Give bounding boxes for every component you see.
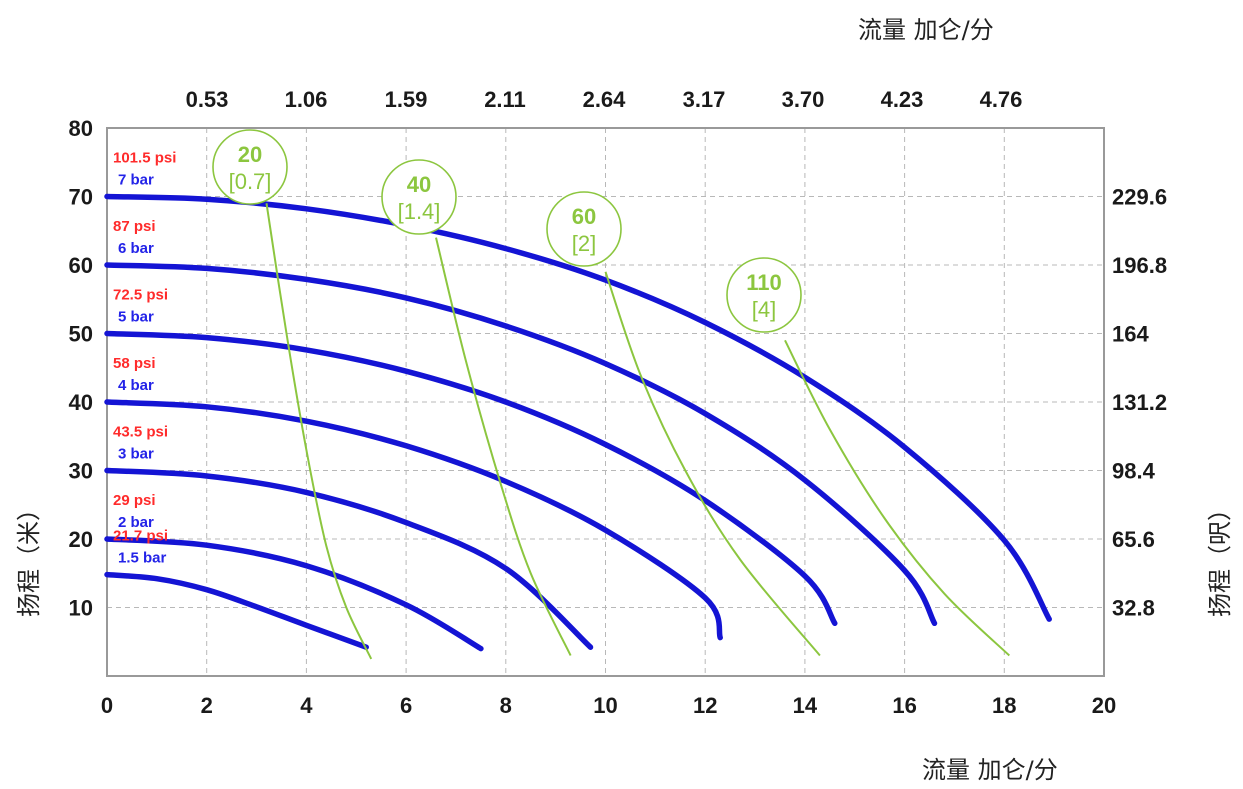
x-bottom-tick-label: 10	[593, 693, 617, 718]
bar-label: 6 bar	[118, 240, 154, 257]
air-consumption-m3: [2]	[572, 231, 596, 256]
x-bottom-tick-label: 2	[201, 693, 213, 718]
air-consumption-curve	[604, 271, 821, 657]
air-consumption-scfm: 40	[407, 172, 431, 197]
air-consumption-bubble	[381, 159, 457, 235]
x-bottom-tick-label: 16	[892, 693, 916, 718]
psi-label: 43.5 psi	[113, 424, 168, 441]
bar-label: 5 bar	[118, 309, 154, 326]
air-consumption-m3: [4]	[752, 297, 776, 322]
air-consumption-bubble	[546, 191, 622, 267]
air-consumption-curve	[435, 237, 572, 656]
y-left-tick-label: 40	[69, 390, 93, 415]
air-consumption-curve	[784, 339, 1010, 657]
pressure-curve	[104, 571, 369, 650]
y-left-tick-label: 70	[69, 185, 93, 210]
psi-label: 21.7 psi	[113, 528, 168, 545]
y-left-tick-label: 30	[69, 459, 93, 484]
y-right-ticks: 32.8 65.6 98.4 131.2 164 196.8 229.6	[1112, 185, 1167, 621]
y-left-axis-title: 扬程（米）	[15, 497, 43, 617]
pressure-curve	[104, 262, 938, 627]
x-top-tick-label: 3.17	[683, 87, 726, 112]
x-bottom-tick-label: 4	[300, 693, 313, 718]
y-right-tick-label: 65.6	[1112, 527, 1155, 552]
air-consumption-scfm: 110	[746, 270, 782, 295]
air-consumption-bubble	[212, 129, 288, 205]
grid-lines	[107, 128, 1104, 676]
y-left-tick-label: 60	[69, 253, 93, 278]
air-consumption-curve	[265, 203, 373, 660]
pressure-curve	[104, 330, 838, 627]
psi-label: 29 psi	[113, 492, 156, 509]
x-top-tick-label: 3.70	[782, 87, 825, 112]
bar-label: 2 bar	[118, 514, 154, 531]
bar-label: 3 bar	[118, 446, 154, 463]
x-top-tick-label: 1.59	[385, 87, 428, 112]
x-top-tick-label: 0.53	[186, 87, 229, 112]
x-top-tick-label: 2.11	[484, 87, 526, 112]
pressure-labels: 101.5 psi 7 bar 87 psi 6 bar 72.5 psi 5 bar 58…	[113, 150, 176, 567]
x-top-tick-label: 2.64	[583, 87, 627, 112]
pressure-curves	[104, 193, 1052, 652]
x-bottom-tick-label: 18	[992, 693, 1016, 718]
y-left-tick-label: 50	[69, 322, 93, 347]
x-bottom-ticks: 0 2 4 6 8 10 12 14 16 18 20	[101, 693, 1116, 718]
bar-label: 7 bar	[118, 172, 154, 189]
pressure-curve	[104, 467, 594, 650]
x-top-tick-label: 4.23	[881, 87, 924, 112]
y-left-tick-label: 10	[69, 596, 93, 621]
psi-label: 101.5 psi	[113, 150, 176, 167]
pressure-curve	[104, 399, 723, 641]
air-consumption-m3: [0.7]	[229, 169, 272, 194]
y-right-tick-label: 32.8	[1112, 596, 1155, 621]
air-consumption-bubble	[726, 257, 802, 333]
x-top-axis-title: 流量 加仑/分	[858, 16, 994, 44]
y-right-axis-title: 扬程（呎）	[1206, 497, 1234, 617]
x-bottom-tick-label: 20	[1092, 693, 1116, 718]
x-bottom-tick-label: 8	[500, 693, 512, 718]
y-right-tick-label: 131.2	[1112, 390, 1167, 415]
x-top-tick-label: 4.76	[980, 87, 1023, 112]
x-bottom-tick-label: 6	[400, 693, 412, 718]
bar-label: 4 bar	[118, 377, 154, 394]
x-top-ticks: 0.53 1.06 1.59 2.11 2.64 3.17 3.70 4.23 4.76	[186, 87, 1023, 112]
air-consumption-scfm: 20	[238, 142, 262, 167]
x-top-tick-label: 1.06	[285, 87, 328, 112]
x-bottom-tick-label: 12	[693, 693, 717, 718]
x-bottom-tick-label: 14	[793, 693, 818, 718]
y-left-tick-label: 80	[69, 116, 93, 141]
y-right-tick-label: 98.4	[1112, 459, 1156, 484]
y-right-tick-label: 196.8	[1112, 253, 1167, 278]
air-consumption-m3: [1.4]	[398, 199, 441, 224]
psi-label: 87 psi	[113, 218, 156, 235]
y-left-tick-label: 20	[69, 527, 93, 552]
y-left-ticks: 10 20 30 40 50 60 70 80	[69, 116, 93, 621]
x-bottom-tick-label: 0	[101, 693, 113, 718]
air-consumption-labels: 20[0.7] 40[1.4] 60[2] 110[4]	[212, 129, 802, 333]
x-bottom-axis-title: 流量 加仑/分	[922, 756, 1058, 784]
y-right-tick-label: 164	[1112, 322, 1149, 347]
air-consumption-scfm: 60	[572, 204, 596, 229]
psi-label: 72.5 psi	[113, 287, 168, 304]
pressure-curve	[104, 536, 484, 652]
pressure-curve	[104, 193, 1052, 622]
bar-label: 1.5 bar	[118, 550, 167, 567]
air-consumption-curves	[265, 203, 1010, 660]
psi-label: 58 psi	[113, 355, 156, 372]
y-right-tick-label: 229.6	[1112, 185, 1167, 210]
